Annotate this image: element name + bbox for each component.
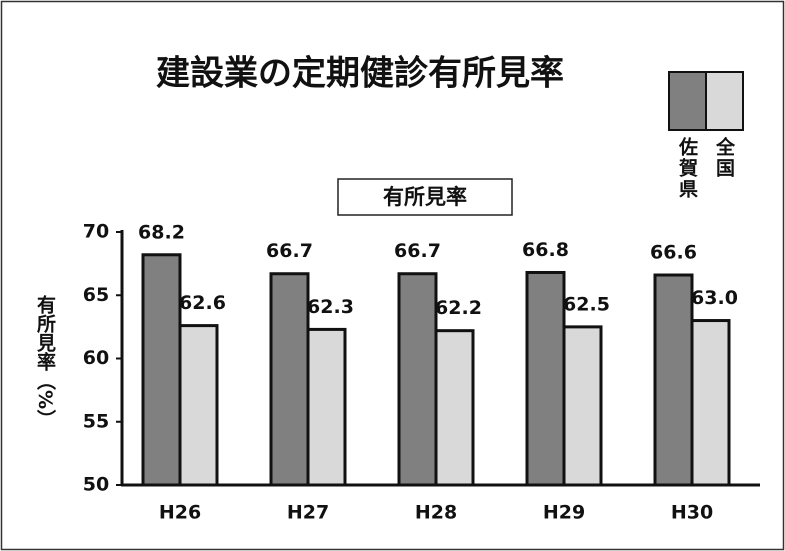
x-tick-label: H28 [415, 502, 457, 524]
bar [562, 325, 603, 487]
value-label: 62.6 [179, 292, 226, 314]
chart-title: 建設業の定期健診有所見率 [156, 54, 564, 94]
y-tick-label: 60 [83, 347, 109, 369]
value-label: 66.7 [394, 240, 441, 262]
bar [306, 327, 347, 487]
bar [690, 319, 731, 487]
value-label: 66.7 [266, 240, 313, 262]
legend-label: 全国 [713, 136, 736, 179]
x-tick-label: H30 [671, 502, 713, 524]
bar [653, 273, 694, 487]
value-label: 62.2 [435, 297, 482, 319]
value-label: 62.5 [563, 293, 610, 315]
legend-swatch [705, 71, 744, 131]
bar [269, 272, 310, 487]
subtitle: 有所見率 [383, 185, 467, 209]
value-label: 68.2 [138, 221, 185, 243]
y-tick-label: 55 [83, 410, 109, 432]
subtitle-box [337, 178, 513, 216]
bar [141, 253, 182, 487]
bar [434, 329, 475, 487]
value-label: 62.3 [307, 296, 354, 318]
x-tick-label: H27 [287, 502, 329, 524]
x-tick-label: H29 [543, 502, 585, 524]
x-tick-label: H26 [159, 502, 201, 524]
value-label: 63.0 [691, 287, 738, 309]
legend-swatch [668, 71, 707, 131]
bar [397, 272, 438, 487]
bar [178, 324, 219, 487]
legend-label: 佐賀県 [676, 136, 699, 200]
y-tick-label: 65 [83, 284, 109, 306]
y-tick-label: 70 [83, 221, 109, 243]
y-tick-label: 50 [83, 474, 109, 496]
bar [525, 270, 566, 487]
value-label: 66.6 [650, 242, 697, 264]
y-axis-label: 有所見率（%） [34, 294, 56, 428]
value-label: 66.8 [522, 239, 569, 261]
